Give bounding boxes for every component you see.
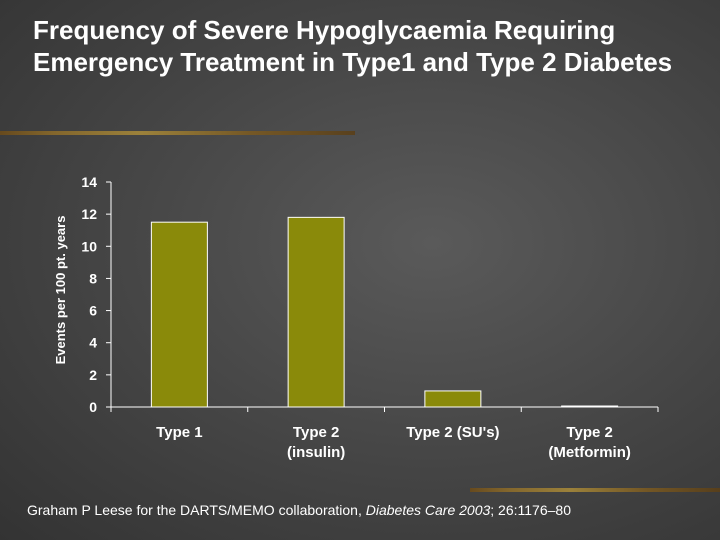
y-tick-label: 12 (81, 206, 97, 222)
x-axis-ticks: Type 1 Type 2 (insulin) Type 2 (SU's) Type 2… (110, 407, 659, 461)
x-category-label: Type 2 (293, 424, 339, 441)
y-axis-label: Events per 100 pt. years (53, 216, 68, 365)
decorative-divider-top (0, 131, 355, 135)
citation-journal: Diabetes Care 2003 (365, 502, 491, 518)
slide-title: Frequency of Severe Hypoglycaemia Requir… (33, 15, 673, 77)
y-axis-ticks: 0 2 4 6 8 10 12 14 (81, 174, 111, 415)
y-tick-label: 2 (89, 367, 97, 383)
citation-authors: Graham P Leese for the DARTS/MEMO collab… (27, 502, 362, 518)
bar (287, 216, 345, 408)
y-tick-label: 0 (89, 399, 97, 415)
decorative-divider-bottom (470, 488, 720, 492)
x-category-label: (insulin) (287, 444, 345, 461)
x-category-label: Type 1 (156, 424, 202, 441)
bar (424, 390, 482, 408)
x-category-label: Type 2 (SU's) (406, 424, 499, 441)
bars (150, 216, 619, 408)
y-tick-label: 8 (89, 270, 97, 286)
x-category-label: Type 2 (566, 424, 612, 441)
citation-details: ; 26:1176–80 (490, 502, 571, 518)
bar (150, 221, 208, 408)
citation: Graham P Leese for the DARTS/MEMO collab… (27, 502, 571, 518)
y-tick-label: 14 (81, 174, 97, 190)
y-tick-label: 4 (89, 335, 97, 351)
y-tick-label: 10 (81, 238, 97, 254)
y-tick-label: 6 (89, 303, 97, 319)
x-category-label: (Metformin) (548, 444, 631, 461)
